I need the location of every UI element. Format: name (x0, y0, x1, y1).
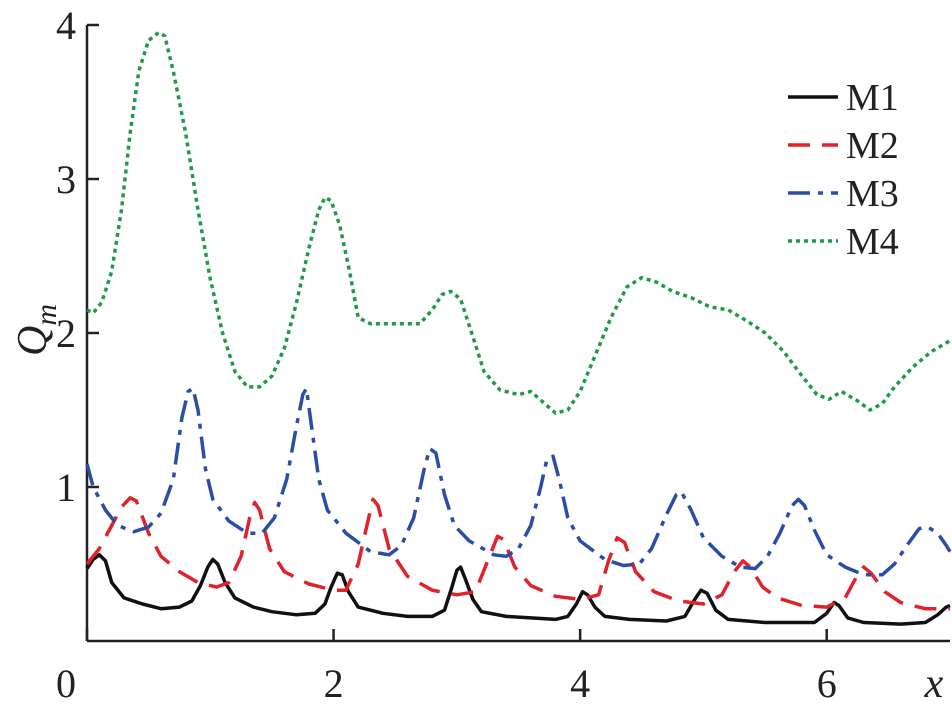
x-axis-label: x (924, 661, 944, 707)
legend-label-m2: M2 (846, 125, 899, 167)
y-tick-label: 4 (56, 3, 76, 48)
series-line-m4 (86, 30, 951, 415)
legend-label-m3: M3 (846, 173, 899, 215)
y-ticks: 1 2 3 4 (56, 3, 99, 510)
x-tick-label: 6 (817, 661, 837, 706)
y-axis-label: Qm (10, 304, 63, 356)
legend-label-m1: M1 (846, 77, 899, 119)
series-line-m3 (85, 386, 952, 577)
legend-label-m4: M4 (846, 221, 899, 263)
x-tick-label: 4 (570, 661, 590, 706)
series-line-m1 (85, 553, 951, 626)
y-axis-label-subscript: m (30, 304, 63, 326)
y-tick-label: 3 (56, 157, 76, 202)
x-tick-label: 2 (324, 661, 344, 706)
x-tick-label: 0 (56, 661, 76, 706)
y-axis-label-main: Q (10, 326, 56, 356)
legend: M1 M2 M3 M4 (788, 77, 899, 263)
x-ticks: 0 2 4 6 (56, 629, 837, 706)
y-tick-label: 2 (56, 311, 76, 356)
series-line-m2 (85, 496, 950, 611)
plot-area: 1 2 3 4 0 2 4 6 (56, 3, 952, 706)
y-tick-label: 1 (56, 465, 76, 510)
series-lines (85, 30, 952, 626)
